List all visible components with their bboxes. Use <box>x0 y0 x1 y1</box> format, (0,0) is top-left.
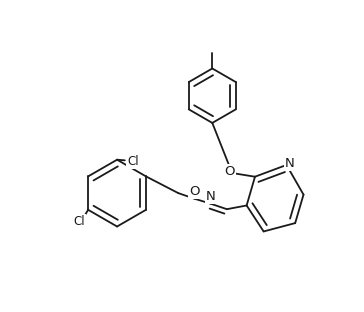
Text: O: O <box>189 185 199 198</box>
Text: N: N <box>206 190 215 203</box>
Text: Cl: Cl <box>127 155 139 168</box>
Text: Cl: Cl <box>74 215 85 228</box>
Text: O: O <box>224 165 235 178</box>
Text: N: N <box>285 157 294 170</box>
